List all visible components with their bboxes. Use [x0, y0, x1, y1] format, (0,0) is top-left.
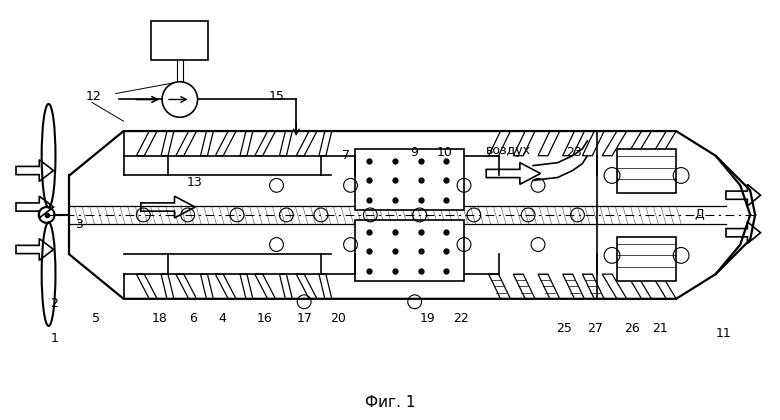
Text: 2: 2	[51, 297, 58, 310]
Text: 10: 10	[436, 146, 452, 159]
Text: 7: 7	[342, 149, 349, 162]
Text: 26: 26	[624, 322, 640, 335]
Text: 24: 24	[621, 159, 636, 172]
Text: 18: 18	[152, 312, 168, 325]
Text: 17: 17	[296, 312, 312, 325]
Text: 27: 27	[587, 322, 603, 335]
Circle shape	[162, 82, 197, 117]
Text: 1: 1	[51, 332, 58, 345]
Text: 16: 16	[257, 312, 272, 325]
Text: Д: Д	[694, 208, 704, 221]
Text: 6: 6	[189, 312, 197, 325]
Bar	[151, 21, 208, 60]
Text: 13: 13	[186, 176, 203, 189]
Text: 15: 15	[268, 90, 285, 103]
Text: 19: 19	[420, 312, 435, 325]
Text: 3: 3	[75, 218, 83, 231]
Text: 9: 9	[411, 146, 419, 159]
Bar	[356, 220, 464, 281]
Text: 11: 11	[716, 327, 732, 340]
Bar	[356, 149, 464, 210]
Bar	[617, 149, 676, 193]
Text: 25: 25	[555, 322, 572, 335]
Text: Фиг. 1: Фиг. 1	[365, 395, 415, 410]
Text: 20: 20	[330, 312, 346, 325]
Text: 4: 4	[218, 312, 226, 325]
Text: 5: 5	[92, 312, 100, 325]
Bar	[617, 236, 676, 281]
Text: 12: 12	[86, 90, 102, 103]
Text: 23: 23	[566, 146, 581, 159]
Text: воздух: воздух	[486, 144, 531, 158]
Text: 22: 22	[453, 312, 469, 325]
Text: 14: 14	[170, 33, 190, 47]
Text: 21: 21	[653, 322, 668, 335]
